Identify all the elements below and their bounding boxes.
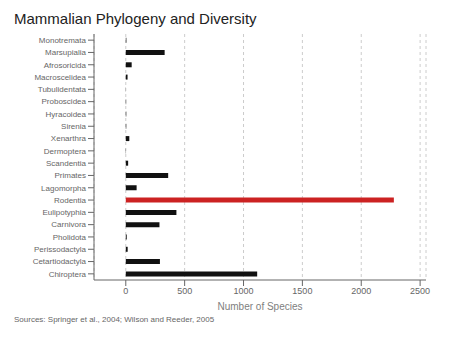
svg-text:Pholidota: Pholidota — [53, 233, 87, 242]
html-text:Sources: Springer et al., 2004: Sources: Springer et al., 2004; Wilson a… — [14, 315, 215, 324]
svg-text:500: 500 — [177, 286, 192, 296]
svg-text:Eulipotyphia: Eulipotyphia — [42, 208, 86, 217]
svg-text:1500: 1500 — [292, 286, 312, 296]
svg-text:Sirenia: Sirenia — [61, 122, 86, 131]
svg-text:2500: 2500 — [410, 286, 430, 296]
svg-text:2000: 2000 — [351, 286, 371, 296]
svg-text:Monotremata: Monotremata — [39, 36, 87, 45]
svg-text:Marsupialia: Marsupialia — [45, 48, 86, 57]
svg-text:Chiroptera: Chiroptera — [49, 270, 87, 279]
svg-text:Carnivora: Carnivora — [51, 220, 86, 229]
svg-text:0: 0 — [123, 286, 128, 296]
svg-text:Lagomorpha: Lagomorpha — [41, 184, 86, 193]
svg-text:Primates: Primates — [54, 171, 86, 180]
svg-text:Hyracoidea: Hyracoidea — [46, 110, 87, 119]
svg-text:Perissodactyla: Perissodactyla — [34, 245, 87, 254]
svg-text:Cetartiodactyla: Cetartiodactyla — [33, 257, 87, 266]
svg-text:Tubulidentata: Tubulidentata — [38, 85, 87, 94]
svg-text:Rodentia: Rodentia — [54, 196, 87, 205]
svg-text:Dermoptera: Dermoptera — [44, 147, 87, 156]
svg-text:Proboscidea: Proboscidea — [42, 97, 87, 106]
svg-text:Number of Species: Number of Species — [217, 301, 302, 312]
svg-text:1000: 1000 — [234, 286, 254, 296]
svg-text:Scandentia: Scandentia — [46, 159, 87, 168]
svg-text:Afrosoricida: Afrosoricida — [44, 61, 87, 70]
html-text:Mammalian Phylogeny and Divers: Mammalian Phylogeny and Diversity — [14, 10, 257, 27]
svg-text:Xenarthra: Xenarthra — [51, 134, 87, 143]
svg-text:Macroscelidea: Macroscelidea — [34, 73, 86, 82]
